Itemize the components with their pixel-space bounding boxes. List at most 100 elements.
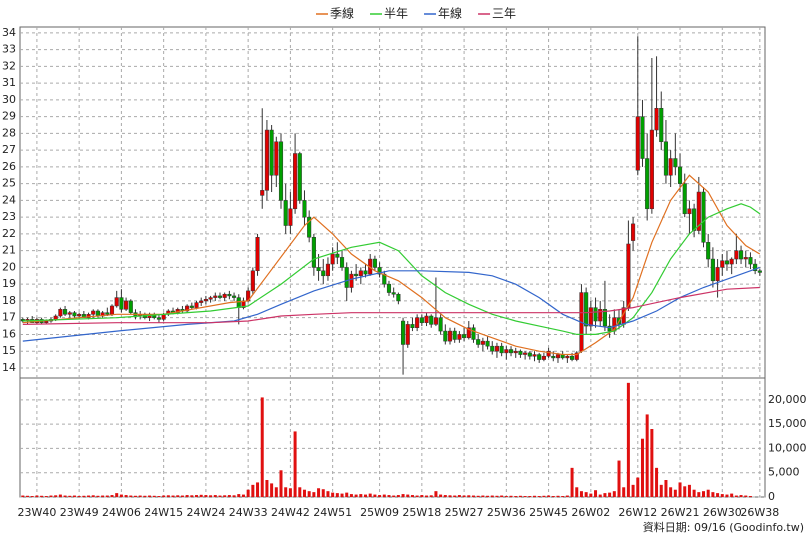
y-tick-label: 21 (2, 244, 16, 257)
volume-bar (152, 495, 156, 497)
candle-body (199, 300, 204, 303)
volume-bar (378, 495, 382, 497)
candle-body (316, 267, 321, 272)
volume-bar (659, 484, 663, 497)
volume-bar (486, 495, 490, 497)
volume-bar (748, 496, 752, 497)
volume-bar (542, 495, 546, 497)
y-tick-label: 20 (2, 260, 16, 273)
volume-bar (302, 489, 306, 497)
volume-bar (49, 495, 53, 497)
x-tick-label: 24W15 (144, 506, 183, 519)
candle-body (63, 309, 68, 315)
ma-line (22, 203, 761, 335)
candle-body (645, 158, 650, 210)
x-tick-label: 24W42 (271, 506, 310, 519)
candle-body (682, 183, 687, 215)
legend-label: 三年 (492, 7, 516, 21)
volume-bar (584, 492, 588, 497)
candle-body (321, 270, 326, 277)
candle-body (546, 350, 551, 357)
volume-tick-label: 15,000 (768, 417, 807, 430)
volume-bar (72, 495, 76, 497)
volume-bar (401, 494, 405, 497)
candle-body (419, 317, 424, 323)
volume-bar (232, 495, 236, 497)
volume-bar (265, 480, 269, 497)
candle-body (541, 355, 546, 360)
candle-body (58, 309, 63, 317)
volume-bar (293, 431, 297, 497)
candle-body (527, 352, 532, 357)
candle-body (598, 309, 603, 322)
volume-bar (650, 429, 654, 497)
volume-bar (739, 495, 743, 497)
volume-bar (410, 495, 414, 497)
candle-body (462, 334, 467, 339)
y-tick-label: 31 (2, 76, 16, 89)
x-tick-label: 26W02 (571, 506, 610, 519)
volume-bar (495, 495, 499, 497)
candle-body (476, 339, 481, 345)
volume-bar (490, 495, 494, 497)
legend-label: 半年 (384, 7, 408, 21)
candle-body (663, 141, 668, 176)
y-tick-label: 33 (2, 43, 16, 56)
volume-bar (528, 496, 532, 497)
volume-bar (617, 460, 621, 497)
candle-body (537, 354, 542, 360)
volume-bar (124, 495, 128, 497)
candle-body (532, 354, 537, 357)
candle-body (382, 273, 387, 285)
candle-body (269, 129, 274, 176)
x-tick-label: 25W45 (529, 506, 568, 519)
volume-bar (453, 495, 457, 497)
volume-bar (448, 495, 452, 497)
volume-bar (288, 488, 292, 497)
volume-bar (171, 495, 175, 497)
volume-bar (579, 491, 583, 497)
candle-body (288, 208, 293, 226)
volume-bar (547, 495, 551, 497)
candle-body (692, 208, 697, 231)
volume-bar (457, 495, 461, 497)
volume-bar (246, 489, 250, 497)
volume-tick-label: 10,000 (768, 441, 807, 454)
candle-body (377, 267, 382, 275)
candle-body (67, 312, 72, 315)
candle-body (429, 315, 434, 325)
volume-bar (270, 483, 274, 497)
y-tick-label: 26 (2, 160, 16, 173)
candle-body (654, 108, 659, 131)
volume-bar (706, 489, 710, 497)
candle-body (696, 191, 701, 231)
x-tick-label: 26W30 (703, 506, 742, 519)
volume-bar (669, 487, 673, 497)
volume-bar (30, 496, 34, 497)
candle-body (443, 330, 448, 342)
candle-body (640, 116, 645, 159)
volume-bar (166, 495, 170, 497)
volume-bar (594, 490, 598, 497)
volume-bar (143, 495, 147, 497)
volume-bar (204, 495, 208, 497)
volume-bar (119, 494, 123, 497)
candle-body (264, 129, 269, 191)
candle-body (687, 208, 692, 215)
volume-bar (467, 495, 471, 497)
y-tick-label: 16 (2, 327, 16, 340)
volume-bar (105, 495, 109, 497)
volume-bar (331, 492, 335, 497)
volume-bar (734, 495, 738, 497)
x-tick-label: 24W51 (313, 506, 352, 519)
candle-body (424, 315, 429, 323)
x-tick-label: 25W18 (402, 506, 441, 519)
candle-body (386, 283, 392, 293)
volume-bar (406, 494, 410, 497)
candle-body (297, 153, 302, 201)
volume-bar (481, 495, 485, 497)
legend-label: 季線 (330, 6, 354, 21)
volume-bar (476, 495, 480, 497)
volume-bar (157, 496, 161, 497)
volume-bar (180, 495, 184, 497)
